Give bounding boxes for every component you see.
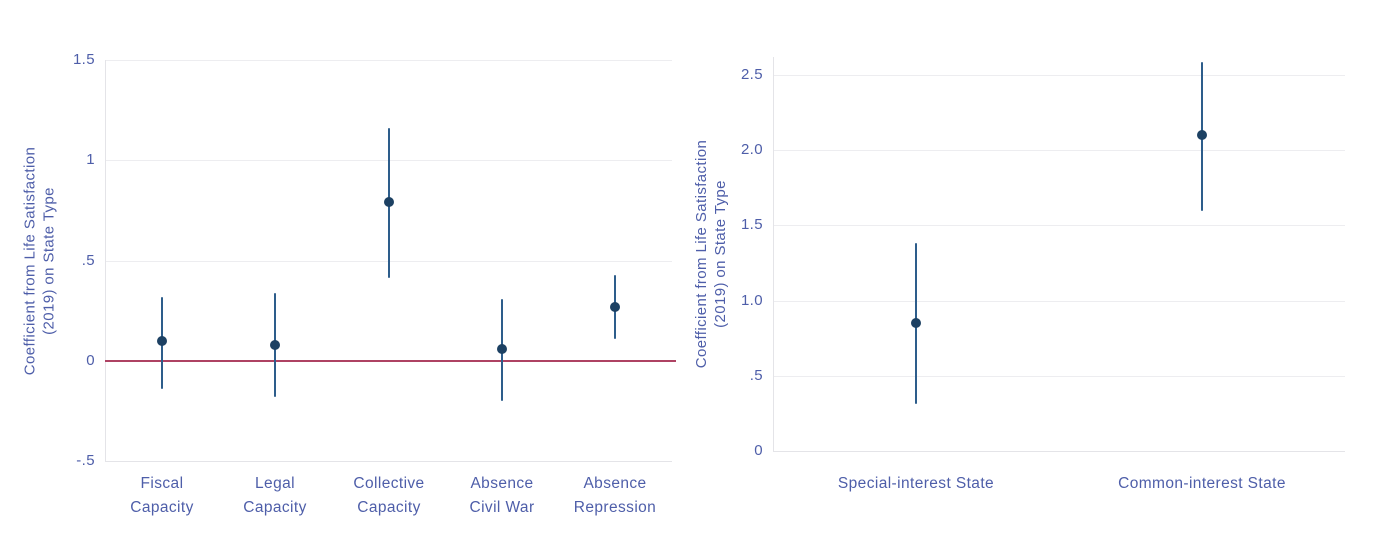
y-axis-title: Coefficient from Life Satisfaction (2019)… — [692, 57, 732, 451]
zero-reference-line — [105, 360, 676, 362]
y-tick-label: 0 — [86, 352, 95, 369]
gridline — [773, 150, 1345, 151]
category-label-line: Capacity — [130, 499, 194, 516]
point-estimate-marker — [270, 340, 280, 350]
y-tick-label: 0 — [754, 442, 763, 459]
y-tick-label: .5 — [81, 252, 95, 269]
category-label-line: Common-interest State — [1118, 475, 1286, 492]
category-label-line: Civil War — [469, 499, 535, 516]
y-axis-title-line: (2019) on State Type — [712, 180, 729, 328]
point-estimate-marker — [1197, 130, 1207, 140]
y-tick-label: 1 — [86, 151, 95, 168]
point-estimate-marker — [497, 344, 507, 354]
category-label-line: Capacity — [357, 499, 421, 516]
category-label-line: Absence — [583, 475, 647, 492]
y-tick-label: .5 — [749, 367, 763, 384]
category-label-line: Collective — [353, 475, 425, 492]
category-label: Absence Repression — [525, 472, 705, 520]
category-label: Legal Capacity — [185, 472, 365, 520]
category-label-line: Fiscal — [140, 475, 184, 492]
y-tick-label: -.5 — [76, 452, 95, 469]
y-tick-label: 1.0 — [740, 292, 763, 309]
category-label-line: Legal — [255, 475, 295, 492]
y-axis-line — [105, 60, 106, 461]
y-axis-line — [773, 57, 774, 451]
gridline — [773, 376, 1345, 377]
category-label: Collective Capacity — [299, 472, 479, 520]
point-estimate-marker — [911, 318, 921, 328]
point-estimate-marker — [384, 197, 394, 207]
category-label: Absence Civil War — [412, 472, 592, 520]
category-label: Special-interest State — [826, 472, 1006, 496]
gridline — [773, 225, 1345, 226]
category-label-line: Repression — [573, 499, 657, 516]
x-axis-line — [105, 461, 672, 462]
category-label-line: Absence — [470, 475, 534, 492]
y-tick-label: 2.0 — [740, 141, 763, 158]
y-tick-label: 2.5 — [740, 66, 763, 83]
category-label: Common-interest State — [1112, 472, 1292, 496]
category-label: Fiscal Capacity — [72, 472, 252, 520]
point-estimate-marker — [610, 302, 620, 312]
category-label-line: Capacity — [243, 499, 307, 516]
y-tick-label: 1.5 — [740, 216, 763, 233]
gridline — [773, 75, 1345, 76]
y-tick-label: 1.5 — [72, 51, 95, 68]
point-estimate-marker — [157, 336, 167, 346]
gridline — [105, 60, 672, 61]
gridline — [773, 301, 1345, 302]
x-axis-line — [773, 451, 1345, 452]
category-label-line: Special-interest State — [837, 475, 995, 492]
y-axis-title-line: Coefficient from Life Satisfaction — [693, 139, 710, 369]
